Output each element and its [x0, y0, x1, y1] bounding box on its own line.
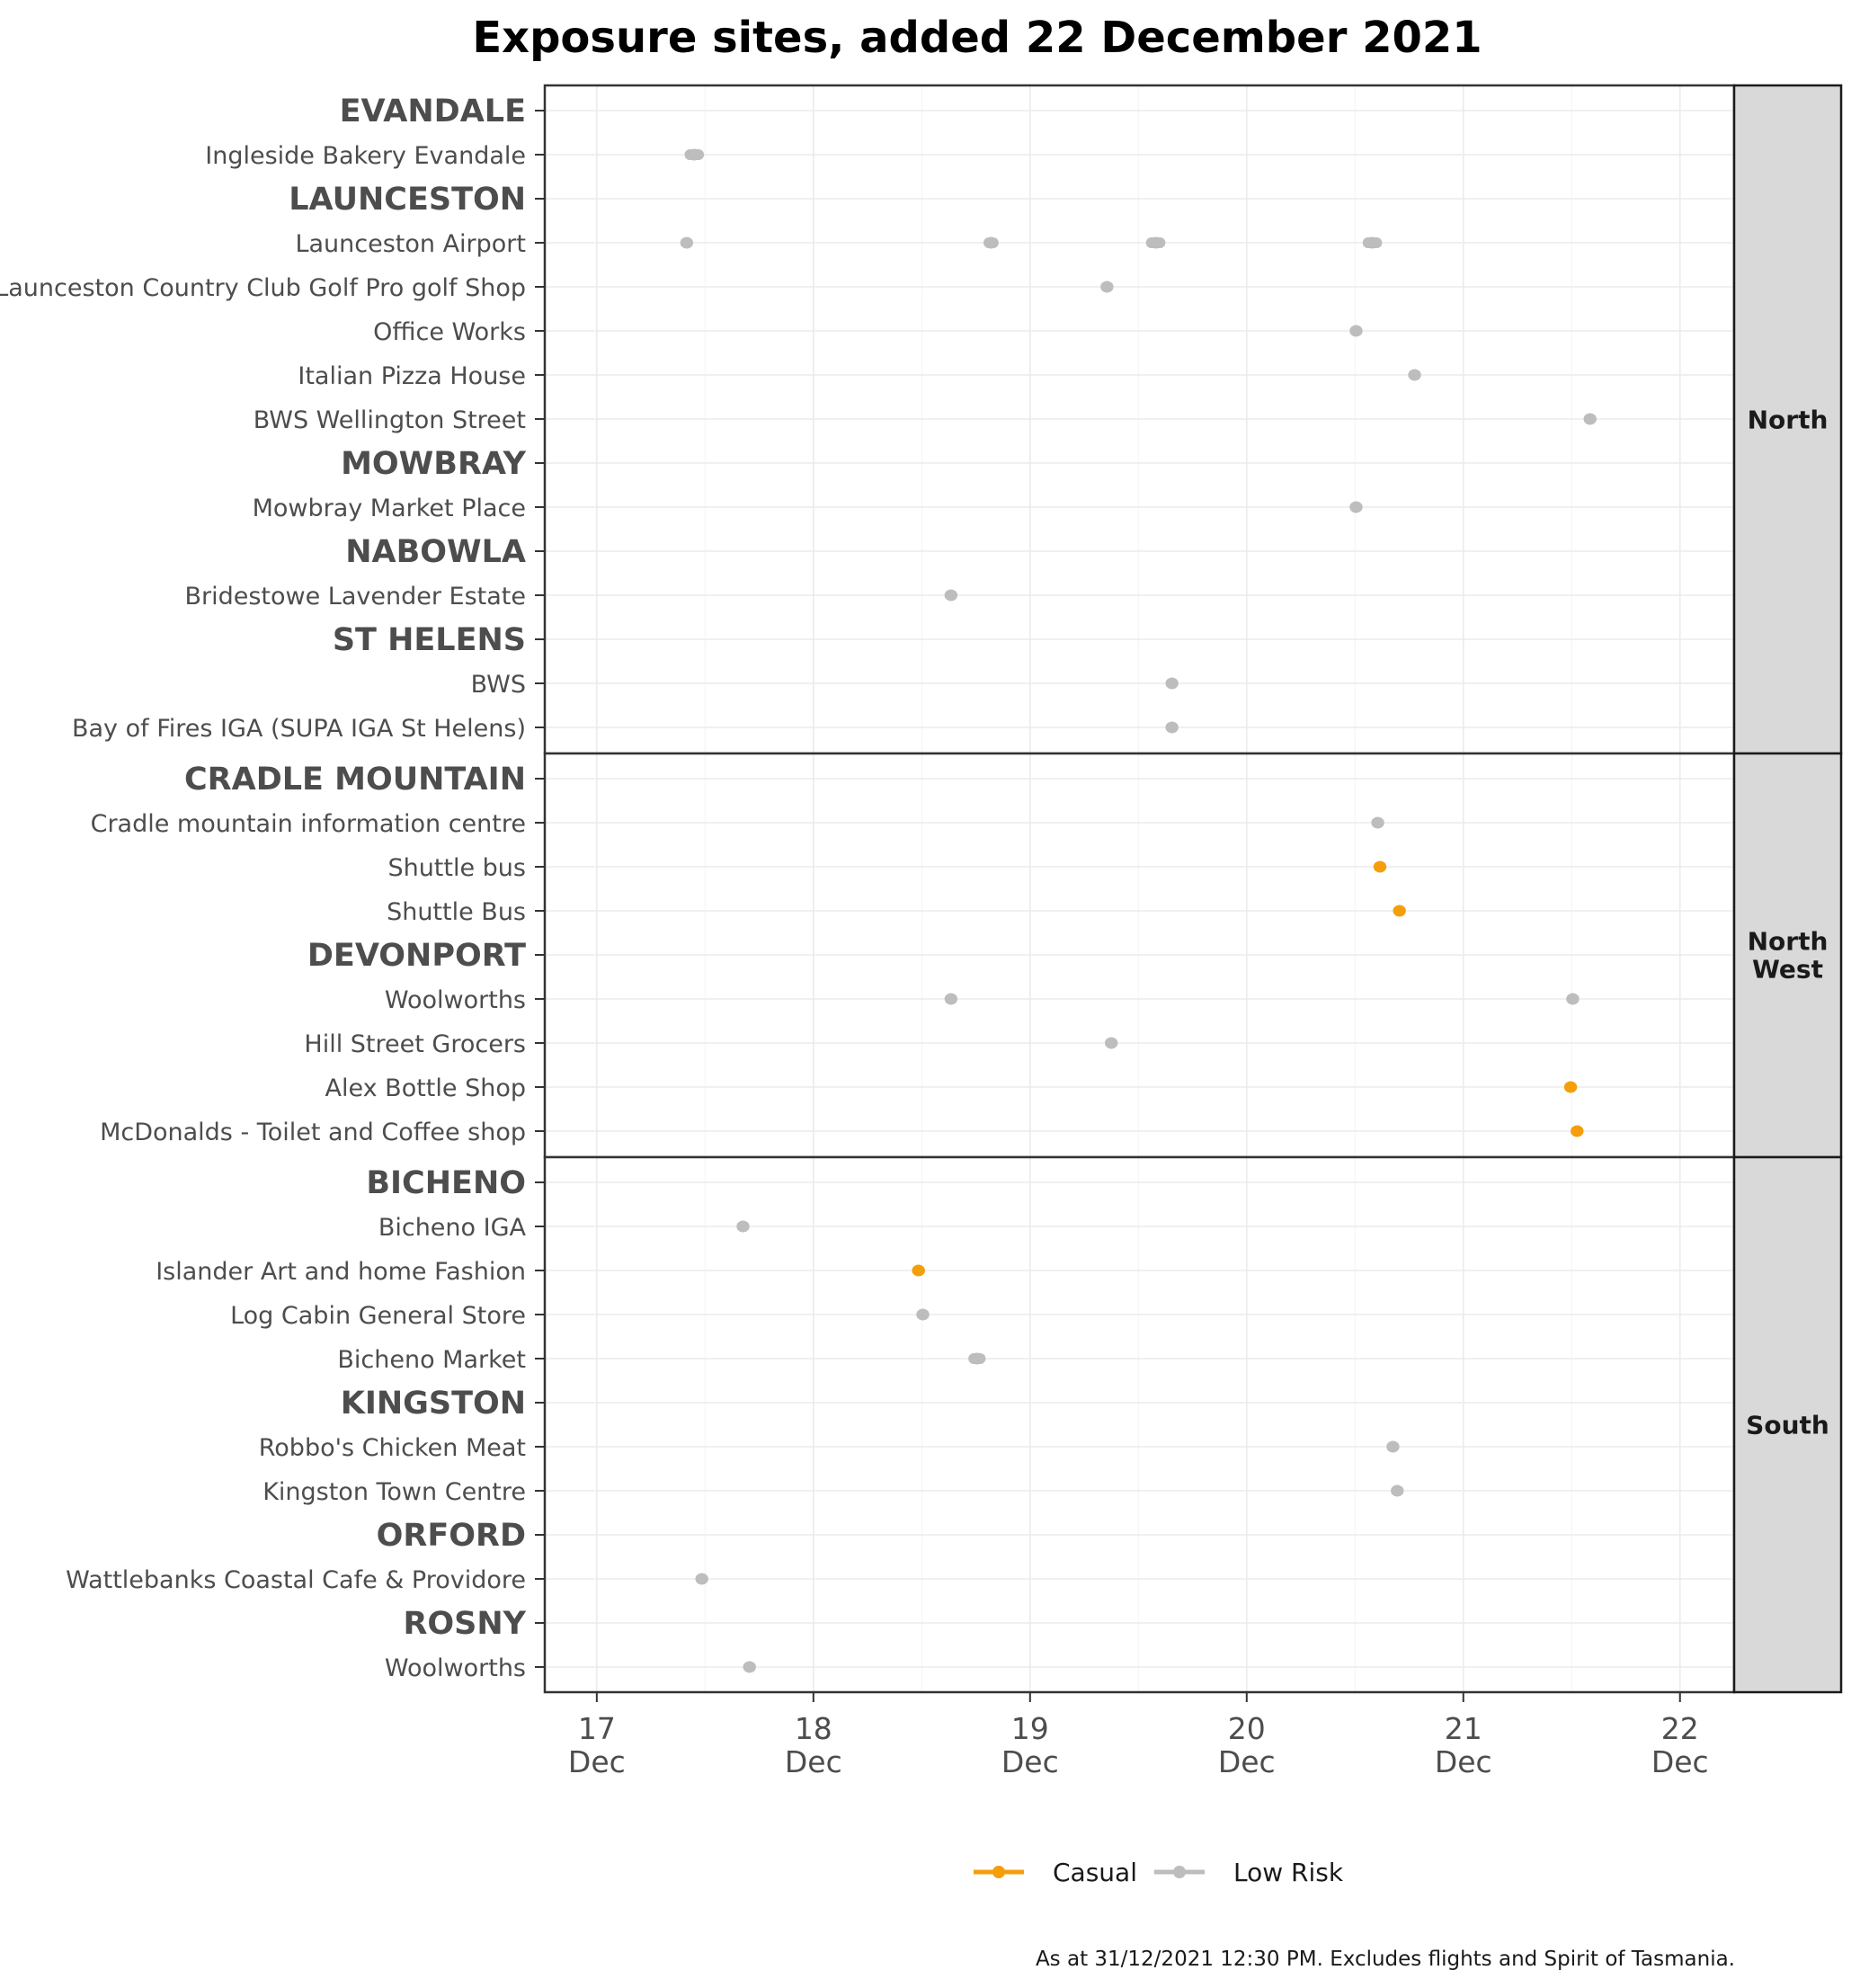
- town-label: ORFORD: [377, 1518, 526, 1554]
- exposure-point: [1564, 1081, 1577, 1093]
- exposure-point: [1349, 501, 1362, 513]
- facet-strip: [1732, 752, 1843, 1159]
- exposure-point: [984, 236, 997, 249]
- site-label: Mowbray Market Place: [253, 495, 526, 522]
- x-tick-label: 19: [1011, 1711, 1049, 1746]
- x-tick-label: Dec: [1218, 1744, 1276, 1779]
- exposure-point: [945, 993, 957, 1005]
- exposure-point: [1584, 413, 1597, 425]
- town-label: ROSNY: [403, 1606, 526, 1642]
- site-label: Launceston Country Club Golf Pro golf Sh…: [0, 274, 526, 302]
- site-label: BWS: [471, 671, 526, 699]
- chart-caption: As at 31/12/2021 12:30 PM. Excludes flig…: [1036, 1948, 1735, 1971]
- site-label: Cradle mountain information centre: [91, 810, 526, 838]
- site-label: McDonalds - Toilet and Coffee shop: [100, 1119, 526, 1146]
- legend: Casual Low Risk: [974, 1858, 1344, 1887]
- exposure-point: [737, 1220, 749, 1233]
- exposure-point: [1166, 677, 1179, 690]
- x-tick-label: 17: [578, 1711, 616, 1746]
- exposure-point: [1566, 993, 1579, 1005]
- site-label: Launceston Airport: [295, 230, 526, 258]
- site-label: Italian Pizza House: [298, 362, 526, 390]
- exposure-point: [971, 1352, 983, 1365]
- town-label: MOWBRAY: [341, 446, 527, 482]
- legend-key-point: [1173, 1866, 1186, 1878]
- town-label: EVANDALE: [340, 94, 526, 129]
- facet-strip-label: West: [1752, 955, 1823, 985]
- exposure-point: [681, 236, 693, 249]
- site-label: Robbo's Chicken Meat: [259, 1434, 526, 1462]
- legend-label: Casual: [1053, 1858, 1137, 1887]
- exposure-point: [688, 148, 700, 161]
- exposure-point: [917, 1308, 930, 1321]
- chart-panels: EVANDALE Ingleside Bakery Evandale LAUNCES…: [0, 84, 1843, 1694]
- panel-background: [545, 1157, 1734, 1692]
- x-tick-label: Dec: [785, 1744, 842, 1779]
- site-label: BWS Wellington Street: [254, 406, 526, 434]
- site-label: Bridestowe Lavender Estate: [184, 583, 526, 611]
- exposure-point: [1391, 1484, 1403, 1497]
- exposure-point: [696, 1573, 708, 1585]
- facet-strip-label: North: [1748, 406, 1829, 435]
- site-label: Shuttle bus: [387, 854, 526, 882]
- panel-north: EVANDALE Ingleside Bakery Evandale LAUNCES…: [0, 84, 1843, 755]
- facet-strip-label: North: [1748, 927, 1829, 957]
- exposure-point: [1349, 325, 1362, 337]
- exposure-point: [1366, 236, 1379, 249]
- site-label: Hill Street Grocers: [304, 1030, 526, 1058]
- panel-north-west: CRADLE MOUNTAIN Cradle mountain informati…: [91, 752, 1843, 1159]
- site-label: Bay of Fires IGA (SUPA IGA St Helens): [72, 715, 526, 743]
- facet-strip: [1732, 84, 1843, 755]
- x-tick-label: Dec: [1001, 1744, 1059, 1779]
- exposure-point: [743, 1661, 756, 1673]
- x-tick-label: Dec: [1651, 1744, 1709, 1779]
- site-label: Woolworths: [385, 986, 526, 1014]
- exposure-point: [1571, 1125, 1583, 1137]
- site-label: Kingston Town Centre: [263, 1478, 526, 1506]
- site-label: Alex Bottle Shop: [325, 1074, 527, 1102]
- exposure-point: [1372, 816, 1384, 829]
- town-label: KINGSTON: [341, 1386, 526, 1422]
- site-label: Bicheno IGA: [378, 1214, 527, 1242]
- exposure-point: [1374, 860, 1386, 873]
- legend-label: Low Risk: [1233, 1858, 1344, 1887]
- chart-title: Exposure sites, added 22 December 2021: [472, 13, 1482, 63]
- site-label: Shuttle Bus: [387, 898, 526, 926]
- town-label: CRADLE MOUNTAIN: [184, 762, 526, 798]
- town-label: ST HELENS: [333, 622, 526, 658]
- town-label: LAUNCESTON: [289, 182, 526, 218]
- site-label: Bicheno Market: [337, 1346, 526, 1374]
- exposure-point: [1386, 1440, 1399, 1453]
- x-tick-label: 18: [795, 1711, 832, 1746]
- facet-strip-label: South: [1746, 1411, 1829, 1440]
- exposure-point: [1393, 905, 1406, 917]
- site-label: Office Works: [373, 318, 526, 346]
- exposure-point: [1166, 721, 1179, 734]
- site-label: Log Cabin General Store: [230, 1302, 526, 1330]
- legend-key-point: [992, 1866, 1005, 1878]
- x-tick-label: 20: [1228, 1711, 1266, 1746]
- x-tick-label: Dec: [1435, 1744, 1492, 1779]
- site-label: Wattlebanks Coastal Cafe & Providore: [66, 1566, 526, 1594]
- exposure-point: [1100, 281, 1113, 293]
- panel-south: BICHENO Bicheno IGA Islander Art and home …: [66, 1155, 1843, 1694]
- exposure-point: [945, 589, 957, 602]
- x-tick-label: 22: [1661, 1711, 1699, 1746]
- town-label: BICHENO: [366, 1165, 526, 1201]
- exposure-point: [1105, 1037, 1117, 1049]
- site-label: Woolworths: [385, 1654, 526, 1682]
- exposure-point: [1409, 369, 1421, 381]
- facet-strip: [1732, 1155, 1843, 1694]
- x-tick-label: 21: [1445, 1711, 1482, 1746]
- site-label: Ingleside Bakery Evandale: [205, 142, 526, 170]
- town-label: NABOWLA: [345, 534, 526, 570]
- town-label: DEVONPORT: [307, 938, 526, 974]
- exposure-point: [912, 1264, 925, 1277]
- x-tick-label: Dec: [568, 1744, 626, 1779]
- site-label: Islander Art and home Fashion: [156, 1258, 526, 1286]
- exposure-point: [1150, 236, 1162, 249]
